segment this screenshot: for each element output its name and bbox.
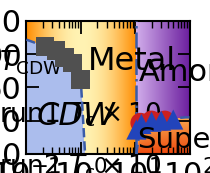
Point <box>163 119 166 122</box>
Point <box>139 123 143 125</box>
Point <box>70 62 74 64</box>
Text: CDW: CDW <box>37 101 115 132</box>
Point <box>159 119 162 122</box>
Legend: $T_\mathrm{CDW}$, run1 $T_\mathrm{c} \times 10$, run2 $T_\mathrm{c} \times 10$: $T_\mathrm{CDW}$, run1 $T_\mathrm{c} \ti… <box>0 35 174 173</box>
Point <box>171 118 174 121</box>
Text: Amorphous: Amorphous <box>138 58 210 87</box>
Point <box>134 128 138 131</box>
Point <box>149 119 153 122</box>
Point <box>54 49 58 52</box>
Text: Superconductivity: Superconductivity <box>137 126 210 154</box>
Point <box>43 45 46 48</box>
Point <box>79 78 82 81</box>
Point <box>149 120 153 123</box>
Point <box>138 121 142 124</box>
Text: Metal: Metal <box>88 46 175 77</box>
Point <box>63 56 66 59</box>
